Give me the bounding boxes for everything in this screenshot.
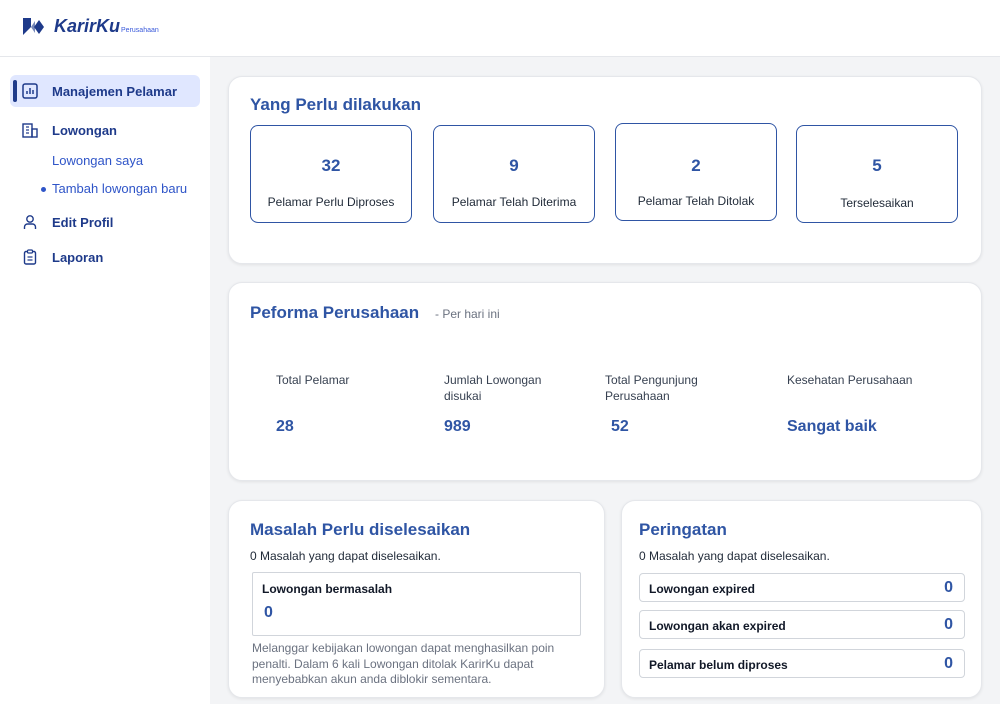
sidebar-item-lowongan[interactable]: Lowongan — [22, 122, 117, 138]
warning-row-pelamar-belum-diproses[interactable]: Pelamar belum diproses 0 — [639, 649, 965, 678]
stat-box-pelamar-ditolak[interactable]: 2 Pelamar Telah Ditolak — [615, 123, 777, 221]
sidebar-item-laporan[interactable]: Laporan — [22, 249, 103, 265]
bar-chart-icon — [22, 83, 38, 99]
logo[interactable]: KarirKu Perusahaan — [22, 16, 159, 38]
stat-value: 2 — [691, 156, 701, 175]
sidebar-subitem-label: Tambah lowongan baru — [52, 181, 188, 196]
warning-count: 0 — [944, 616, 953, 633]
metric-value: Sangat baik — [787, 418, 877, 435]
sidebar-item-label: Laporan — [52, 249, 104, 265]
sidebar-item-label: Lowongan — [52, 122, 117, 138]
performance-card: Peforma Perusahaan - Per hari ini Total … — [228, 282, 982, 481]
metric-value: 28 — [276, 418, 294, 435]
stat-value: 9 — [509, 156, 519, 175]
issues-card: Masalah Perlu diselesaikan 0 Masalah yan… — [228, 500, 605, 698]
sidebar-subitem-tambah-lowongan[interactable]: Tambah lowongan baru — [41, 181, 188, 196]
performance-subtitle: - Per hari ini — [435, 307, 500, 321]
metric-label: Kesehatan Perusahaan — [787, 373, 913, 387]
performance-title: Peforma Perusahaan — [250, 303, 420, 322]
warning-row-lowongan-akan-expired[interactable]: Lowongan akan expired 0 — [639, 610, 965, 639]
todo-card: Yang Perlu dilakukan 32 Pelamar Perlu Di… — [228, 76, 982, 264]
stat-label: Pelamar Perlu Diproses — [267, 195, 395, 209]
bullet-dot-icon — [41, 187, 46, 193]
clipboard-icon — [22, 249, 38, 265]
warning-label: Lowongan akan expired — [649, 619, 786, 633]
warnings-summary: 0 Masalah yang dapat diselesaikan. — [639, 549, 830, 563]
issue-box-value: 0 — [264, 604, 273, 621]
warning-count: 0 — [944, 655, 953, 672]
metric-value: 52 — [611, 418, 629, 435]
sidebar-item-edit-profil[interactable]: Edit Profil — [22, 214, 113, 230]
warning-label: Lowongan expired — [649, 582, 756, 596]
warning-count: 0 — [944, 579, 953, 596]
issues-summary: 0 Masalah yang dapat diselesaikan. — [250, 549, 441, 563]
stat-label: Terselesaikan — [840, 196, 914, 210]
todo-title: Yang Perlu dilakukan — [250, 95, 422, 114]
sidebar-item-label: Edit Profil — [52, 214, 114, 230]
issue-box-label: Lowongan bermasalah — [262, 582, 393, 596]
brand-sub: Perusahaan — [121, 27, 159, 34]
stat-label: Pelamar Telah Ditolak — [637, 194, 755, 208]
user-icon — [22, 214, 38, 230]
stat-label: Pelamar Telah Diterima — [451, 195, 577, 209]
warnings-card: Peringatan 0 Masalah yang dapat diselesa… — [621, 500, 982, 698]
sidebar-subitem-label: Lowongan saya — [52, 153, 144, 168]
warning-row-lowongan-expired[interactable]: Lowongan expired 0 — [639, 573, 965, 602]
metric-label: Jumlah Lowongan disukai — [444, 373, 542, 403]
top-bar: KarirKu Perusahaan — [0, 0, 1000, 57]
building-icon — [22, 122, 38, 138]
stat-box-pelamar-diterima[interactable]: 9 Pelamar Telah Diterima — [433, 125, 595, 223]
lowongan-bermasalah-box[interactable]: Lowongan bermasalah 0 — [252, 572, 581, 636]
sidebar-item-label: Manajemen Pelamar — [52, 83, 178, 99]
stat-box-terselesaikan[interactable]: 5 Terselesaikan — [796, 125, 958, 223]
sidebar-subitem-lowongan-saya[interactable]: Lowongan saya — [52, 153, 143, 168]
karirku-logo-icon — [23, 18, 44, 35]
sidebar-item-manajemen-pelamar[interactable]: Manajemen Pelamar — [10, 75, 200, 107]
metric-label: Total Pelamar — [276, 373, 350, 387]
warning-label: Pelamar belum diproses — [649, 658, 788, 672]
issues-title: Masalah Perlu diselesaikan — [250, 520, 471, 539]
warnings-title: Peringatan — [639, 520, 727, 539]
issues-note: Melanggar kebijakan lowongan dapat mengh… — [252, 641, 555, 686]
stat-box-pelamar-perlu-diproses[interactable]: 32 Pelamar Perlu Diproses — [250, 125, 412, 223]
metric-label: Total Pengunjung Perusahaan — [605, 373, 698, 403]
metric-value: 989 — [444, 418, 471, 435]
brand-name: KarirKu — [54, 16, 121, 36]
sidebar: Manajemen Pelamar Lowongan Lowongan saya… — [0, 57, 210, 704]
stat-value: 5 — [872, 156, 882, 175]
stat-value: 32 — [321, 156, 341, 175]
